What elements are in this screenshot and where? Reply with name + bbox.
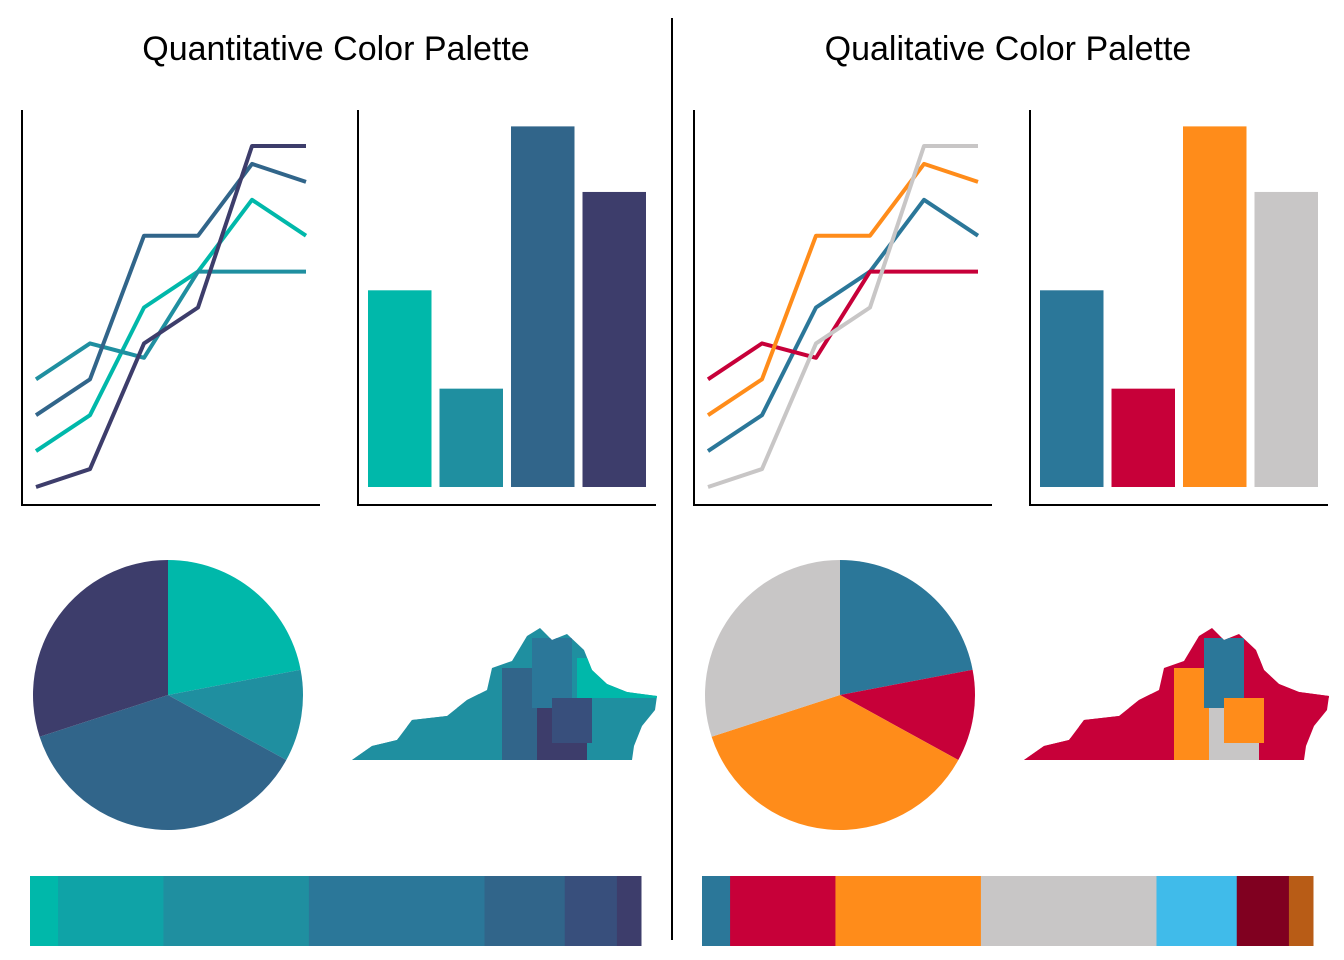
bar-3	[511, 126, 575, 488]
line-chart-axes	[693, 110, 992, 506]
line-series-4	[707, 143, 978, 489]
map-region-3	[457, 694, 507, 760]
panel-title: Qualitative Color Palette	[825, 30, 1192, 68]
map-region-2	[1079, 716, 1134, 760]
pie-slice-2	[840, 669, 975, 761]
map-region-5	[532, 638, 572, 708]
bar-4	[1254, 191, 1318, 487]
map-region-8	[552, 698, 592, 743]
quantitative-panel: Quantitative Color Palette	[21, 30, 657, 946]
swatch-6	[564, 876, 618, 946]
swatch-7	[616, 876, 642, 946]
color-strip	[702, 876, 1314, 946]
swatch-4	[308, 876, 485, 946]
pie-slice-1	[168, 560, 301, 695]
map-regions	[1024, 638, 1329, 760]
map-region-1	[1024, 738, 1084, 760]
pie-slice-4	[705, 560, 840, 737]
virginia-map	[352, 628, 657, 760]
line-chart-axes	[21, 110, 320, 506]
bar-chart-axes	[357, 110, 656, 506]
swatch-2	[58, 876, 164, 946]
bar-1	[1040, 290, 1104, 487]
bar-chart-axes	[1029, 110, 1328, 506]
bar-2	[439, 388, 503, 487]
line-series-1	[34, 197, 308, 453]
pie-slice-4	[32, 560, 169, 737]
swatch-7	[1288, 876, 1314, 946]
pie-slice-2	[168, 669, 303, 761]
swatch-1	[30, 876, 59, 946]
swatch-2	[730, 876, 836, 946]
line-series-2	[34, 269, 306, 381]
pie-slice-3	[711, 695, 959, 830]
pie-chart	[32, 560, 303, 830]
map-region-8	[1224, 698, 1264, 743]
pie-chart	[705, 560, 975, 830]
swatch-5	[484, 876, 566, 946]
swatch-1	[702, 876, 731, 946]
bar-4	[582, 191, 646, 487]
line-series-4	[35, 143, 306, 489]
virginia-map	[1024, 628, 1329, 760]
bar-1	[368, 290, 432, 487]
pie-slice-1	[840, 560, 973, 695]
line-series-2	[706, 269, 978, 381]
line-series-1	[706, 197, 980, 453]
map-region-2	[407, 716, 462, 760]
qualitative-panel: Qualitative Color Palette	[693, 30, 1329, 946]
swatch-4	[980, 876, 1157, 946]
swatch-5	[1156, 876, 1238, 946]
map-region-5	[1204, 638, 1244, 708]
swatch-6	[1236, 876, 1290, 946]
panel-title: Quantitative Color Palette	[142, 30, 529, 68]
line-series-3	[706, 161, 979, 417]
map-region-3	[1129, 694, 1179, 760]
map-region-7	[1249, 658, 1329, 698]
bar-chart	[357, 110, 656, 506]
line-chart	[693, 110, 992, 506]
bar-3	[1183, 126, 1247, 488]
color-strip	[30, 876, 642, 946]
bar-2	[1111, 388, 1175, 487]
map-region-7	[577, 658, 657, 698]
line-series-3	[34, 161, 307, 417]
bar-chart	[1029, 110, 1328, 506]
line-chart	[21, 110, 320, 506]
swatch-3	[163, 876, 310, 946]
pie-slice-3	[39, 695, 287, 830]
swatch-3	[835, 876, 982, 946]
map-region-1	[352, 738, 412, 760]
